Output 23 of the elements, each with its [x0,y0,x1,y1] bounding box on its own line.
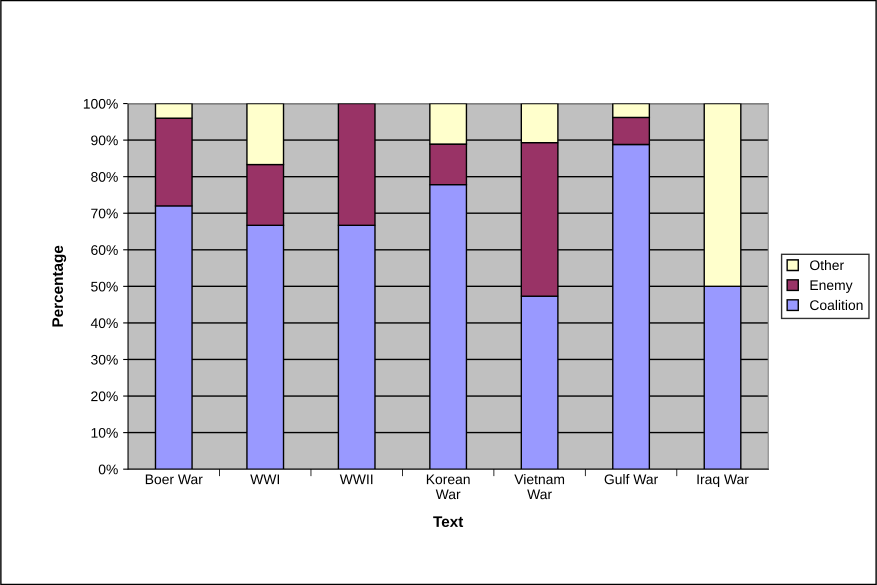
y-tick-label: 0% [98,464,118,474]
y-tick-label: 80% [91,172,118,182]
x-tick-label: WWII [340,474,372,484]
y-tick-label: 10% [92,428,118,438]
x-tick-label: Iraq War [697,474,749,487]
legend-label: Other [810,260,844,270]
x-axis-title: Text [433,516,464,528]
y-tick-label: 30% [91,354,118,365]
y-axis-title: Percentage [52,246,66,327]
y-tick-label: 40% [90,318,118,328]
y-tick-label: 100% [84,98,118,109]
x-tick-label: Korean War [426,474,470,500]
x-tick-label: WWI [250,474,279,484]
y-tick-label: 20% [91,391,118,402]
x-tick-label: Vietnam War [514,474,564,500]
y-tick-label: 60% [91,245,118,255]
y-tick-label: 70% [91,208,118,218]
y-tick-label: 50% [91,282,118,292]
y-tick-label: 90% [91,135,118,146]
legend-label: Enemy [810,280,853,293]
legend-label: Coalition [810,300,863,310]
x-tick-label: Boer War [146,474,203,484]
x-tick-label: Gulf War [604,474,658,484]
